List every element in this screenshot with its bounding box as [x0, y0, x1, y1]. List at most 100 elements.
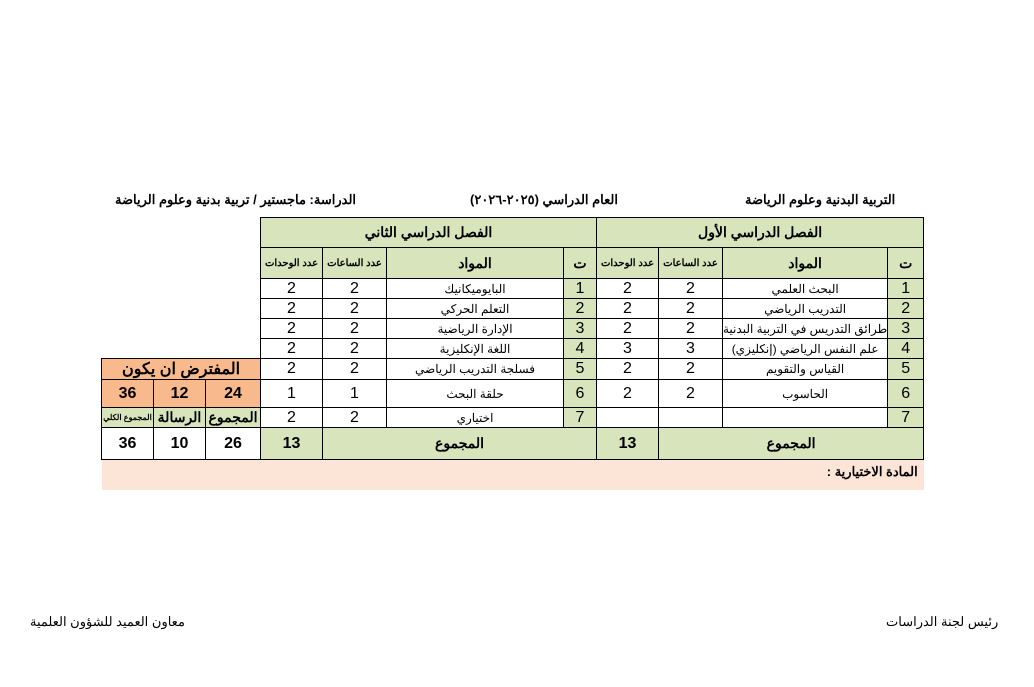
hours-header: عدد الساعات: [658, 247, 723, 279]
units-value: 3: [596, 338, 659, 359]
subjects-header: المواد: [721, 247, 889, 279]
table-row: الفصل الدراسي الثاني الفصل الدراسي الأول: [102, 217, 925, 248]
units-value: 1: [260, 379, 323, 408]
hours-value: 2: [658, 278, 723, 299]
curriculum-table: الفصل الدراسي الثاني الفصل الدراسي الأول ع…: [101, 217, 925, 490]
subject-name: طرائق التدريس في التربية البدنية: [721, 318, 889, 339]
table-row: 2 2 البايوميكانيك 1 2 2 البحث العلمي 1: [102, 278, 925, 299]
thesis-label: الرسالة: [153, 407, 206, 428]
row-number: 2: [887, 298, 925, 319]
subject-name: الحاسوب: [721, 379, 889, 408]
units-value: 2: [260, 407, 323, 428]
subject-name: حلقة البحث: [386, 379, 564, 408]
units-value: 2: [596, 298, 659, 319]
hours-value: [658, 407, 723, 428]
faculty-title: التربية البدنية وعلوم الرياضة: [745, 192, 896, 207]
hours-value: 2: [322, 318, 387, 339]
subject-name: التدريب الرياضي: [721, 298, 889, 319]
elective-note: المادة الاختيارية :: [101, 459, 924, 490]
row-number: 1: [887, 278, 925, 299]
hours-value: 2: [322, 407, 387, 428]
hours-header: عدد الساعات: [322, 247, 387, 279]
study-program: الدراسة: ماجستير / تربية بدنية وعلوم الر…: [115, 192, 357, 207]
hours-value: 1: [322, 379, 387, 408]
semester2-title: الفصل الدراسي الثاني: [260, 217, 597, 248]
semester2-total: 13: [260, 427, 323, 460]
subjects-header: المواد: [386, 247, 564, 279]
subject-name: التعلم الحركي: [386, 298, 564, 319]
hours-value: 2: [322, 338, 387, 359]
row-number: 6: [887, 379, 925, 408]
semester1-total: 13: [596, 427, 659, 460]
table-row: عدد الوحدات عدد الساعات المواد ت عدد الوحدات…: [102, 247, 925, 279]
units-header: عدد الوحدات: [596, 247, 659, 279]
hours-value: 2: [322, 358, 387, 380]
table-row: 2 2 اللغة الإنكليزية 4 3 3 علم النفس الرياضي (…: [102, 338, 925, 359]
hours-value: 2: [658, 318, 723, 339]
empty: [102, 339, 261, 359]
num-header: ت: [563, 247, 597, 279]
units-value: 2: [260, 298, 323, 319]
semester1-title: الفصل الدراسي الأول: [595, 217, 925, 248]
table-row: 36 10 26 13 المجموع 13 المجموع: [101, 427, 925, 460]
units-value: 2: [596, 358, 659, 380]
row-number: 5: [563, 358, 597, 380]
expected-thesis: 12: [153, 379, 206, 408]
row-number: 5: [887, 358, 925, 380]
units-header: عدد الوحدات: [260, 247, 323, 279]
expected-grand: 36: [101, 379, 154, 408]
units-value: 2: [596, 318, 659, 339]
hours-value: 2: [658, 298, 723, 319]
hours-value: 3: [658, 338, 723, 359]
subject-name: الإدارة الرياضية: [386, 318, 564, 339]
actual-grand: 36: [101, 427, 154, 460]
empty: [102, 299, 261, 319]
row-number: 7: [563, 407, 597, 428]
empty: [102, 319, 261, 339]
subject-name: علم النفس الرياضي (إنكليزي): [721, 338, 889, 359]
expected-title: المفترض ان يكون: [101, 358, 261, 380]
actual-sum: 26: [205, 427, 261, 460]
units-value: 2: [260, 358, 323, 380]
semester1-total-label: المجموع: [657, 427, 925, 460]
units-value: 2: [596, 379, 659, 408]
hours-value: 2: [322, 298, 387, 319]
num-header: ت: [887, 247, 925, 279]
units-value: 2: [260, 318, 323, 339]
subject-name: اللغة الإنكليزية: [386, 338, 564, 359]
subject-name: [721, 407, 889, 428]
semester2-total-label: المجموع: [322, 427, 597, 460]
empty: [102, 279, 261, 299]
row-number: 6: [563, 379, 597, 408]
row-number: 1: [563, 278, 597, 299]
table-row: 2 2 الإدارة الرياضية 3 2 2 طرائق التدريس في ال…: [102, 318, 925, 339]
footer-committee-head: رئيس لجنة الدراسات: [886, 614, 999, 629]
table-row: 36 12 24 1 1 حلقة البحث 6 2 2 الحاسوب 6: [101, 379, 925, 408]
subject-name: البحث العلمي: [721, 278, 889, 299]
footer-dean-assistant: معاون العميد للشؤون العلمية: [30, 614, 185, 629]
units-value: 2: [260, 338, 323, 359]
units-value: 2: [260, 278, 323, 299]
row-number: 4: [563, 338, 597, 359]
expected-sum: 24: [205, 379, 261, 408]
empty: [102, 248, 261, 279]
empty: [102, 218, 261, 248]
subject-name: القياس والتقويم: [721, 358, 889, 380]
sum-label: المجموع: [205, 407, 261, 428]
units-value: 2: [596, 278, 659, 299]
units-value: [596, 407, 659, 428]
row-number: 7: [887, 407, 925, 428]
subject-name: البايوميكانيك: [386, 278, 564, 299]
row-number: 3: [887, 318, 925, 339]
academic-year: العام الدراسي (٢٠٢٥-٢٠٢٦): [470, 192, 618, 207]
grand-label: المجموع الكلي: [101, 407, 154, 428]
row-number: 3: [563, 318, 597, 339]
table-row: المفترض ان يكون 2 2 فسلجة التدريب الرياضي 5 2…: [101, 358, 925, 380]
hours-value: 2: [658, 358, 723, 380]
subject-name: فسلجة التدريب الرياضي: [386, 358, 564, 380]
hours-value: 2: [322, 278, 387, 299]
actual-thesis: 10: [153, 427, 206, 460]
subject-name: اختياري: [386, 407, 564, 428]
table-row: المادة الاختيارية :: [101, 459, 924, 490]
row-number: 4: [887, 338, 925, 359]
